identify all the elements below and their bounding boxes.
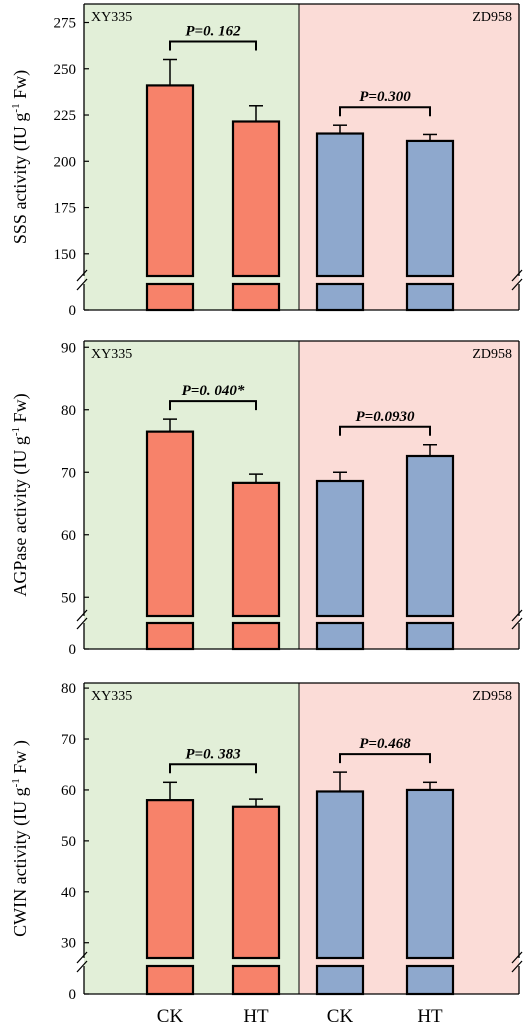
p-value-label: P=0.468 xyxy=(359,736,411,752)
panel-1-axis-break-mark xyxy=(511,278,523,291)
y-tick-label: 150 xyxy=(54,247,77,263)
p-value-label: P=0.0930 xyxy=(356,409,415,425)
bar-zd958-ht-base xyxy=(405,621,455,651)
y-tick-label: 0 xyxy=(69,303,77,319)
y-tick-label: 0 xyxy=(69,642,77,658)
group-label-zd958: ZD958 xyxy=(472,10,512,25)
bar-zd958-ck-base xyxy=(315,621,365,651)
bar-xy335-ck xyxy=(145,799,195,960)
group-label-zd958: ZD958 xyxy=(472,689,512,704)
bar-zd958-ck xyxy=(315,479,365,618)
bar-zd958-ht-base xyxy=(405,964,455,996)
significance-bracket xyxy=(169,400,257,411)
y-tick-label: 80 xyxy=(61,403,76,419)
panel-1-axis-break-mark xyxy=(76,278,88,291)
bar-zd958-ck xyxy=(315,132,365,278)
bar-xy335-ht-base xyxy=(231,964,281,996)
bar-xy335-ht xyxy=(231,120,281,278)
x-tick-label: HT xyxy=(243,1006,269,1027)
y-tick-label: 60 xyxy=(61,783,76,799)
significance-bracket xyxy=(169,40,257,51)
bar-zd958-ht xyxy=(405,139,455,278)
x-tick-label: HT xyxy=(417,1006,443,1027)
y-tick-label: 70 xyxy=(61,732,76,748)
y-tick-label: 225 xyxy=(54,108,77,124)
y-tick-label: 30 xyxy=(61,936,76,952)
p-value-label: P=0. 383 xyxy=(185,746,241,762)
bar-xy335-ht xyxy=(231,481,281,618)
panel-3-axis-break-mark xyxy=(76,960,88,973)
bar-xy335-ck xyxy=(145,84,195,278)
panel-3-axis-break-mark xyxy=(511,960,523,973)
significance-bracket xyxy=(339,753,431,764)
panel-2-axis-break-mark xyxy=(511,609,523,622)
bar-zd958-ht xyxy=(405,454,455,618)
y-axis-title: AGPase activity (IU g-1 Fw) xyxy=(10,393,31,596)
bar-xy335-ht xyxy=(231,805,281,960)
y-tick-label: 90 xyxy=(61,340,76,356)
y-tick-label: 40 xyxy=(61,885,76,901)
bar-zd958-ck-base xyxy=(315,282,365,312)
panel-3-axis-break-mark xyxy=(511,951,523,964)
y-tick-label: 50 xyxy=(61,590,76,606)
bar-xy335-ck-base xyxy=(145,282,195,312)
y-axis-title: SSS activity (IU g-1 Fw) xyxy=(10,70,31,244)
y-tick-label: 0 xyxy=(69,987,77,1003)
p-value-label: P=0.300 xyxy=(359,89,411,105)
panel-2-axis-break-mark xyxy=(76,617,88,630)
x-tick-label: CK xyxy=(157,1006,184,1027)
y-tick-label: 175 xyxy=(54,201,77,217)
bar-xy335-ht-base xyxy=(231,621,281,651)
y-tick-label: 80 xyxy=(61,681,76,697)
y-tick-label: 275 xyxy=(54,16,77,32)
panel-1-axis-break-mark xyxy=(76,269,88,282)
bar-zd958-ck xyxy=(315,790,365,960)
y-tick-label: 60 xyxy=(61,528,76,544)
bar-xy335-ck xyxy=(145,430,195,618)
p-value-label: P=0. 162 xyxy=(185,24,241,40)
bar-zd958-ht xyxy=(405,788,455,960)
y-tick-label: 200 xyxy=(54,154,77,170)
group-label-xy335: XY335 xyxy=(91,689,132,704)
p-value-label: P=0. 040* xyxy=(182,383,245,399)
panel-2-axis-break-mark xyxy=(76,609,88,622)
significance-bracket xyxy=(339,425,431,436)
significance-bracket xyxy=(339,106,431,117)
panel-1-axis-break-mark xyxy=(511,269,523,282)
bar-zd958-ht-base xyxy=(405,282,455,312)
group-label-zd958: ZD958 xyxy=(472,347,512,362)
group-label-xy335: XY335 xyxy=(91,10,132,25)
y-axis-title: CWIN activity (IU g-1 Fw ) xyxy=(10,740,31,937)
panel-3-axis-break-mark xyxy=(76,951,88,964)
y-tick-label: 50 xyxy=(61,834,76,850)
panel-2-axis-break-mark xyxy=(511,617,523,630)
y-tick-label: 70 xyxy=(61,465,76,481)
bar-xy335-ck-base xyxy=(145,964,195,996)
significance-bracket xyxy=(169,763,257,774)
bar-zd958-ck-base xyxy=(315,964,365,996)
group-label-xy335: XY335 xyxy=(91,347,132,362)
y-tick-label: 250 xyxy=(54,62,77,78)
x-tick-label: CK xyxy=(327,1006,354,1027)
bar-xy335-ht-base xyxy=(231,282,281,312)
bar-xy335-ck-base xyxy=(145,621,195,651)
